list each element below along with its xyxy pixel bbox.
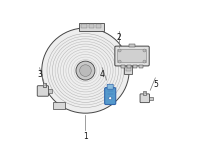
FancyBboxPatch shape bbox=[96, 24, 101, 28]
FancyBboxPatch shape bbox=[143, 91, 146, 95]
Text: 5: 5 bbox=[153, 80, 158, 89]
Text: 1: 1 bbox=[83, 132, 88, 141]
Text: 4: 4 bbox=[100, 70, 105, 79]
FancyBboxPatch shape bbox=[105, 88, 116, 105]
Text: 2: 2 bbox=[117, 34, 121, 42]
FancyBboxPatch shape bbox=[127, 65, 131, 68]
Circle shape bbox=[118, 49, 121, 52]
FancyBboxPatch shape bbox=[126, 66, 131, 71]
FancyBboxPatch shape bbox=[124, 56, 132, 74]
FancyBboxPatch shape bbox=[43, 83, 46, 87]
FancyBboxPatch shape bbox=[89, 24, 94, 28]
FancyBboxPatch shape bbox=[149, 97, 153, 100]
FancyBboxPatch shape bbox=[107, 84, 113, 89]
FancyBboxPatch shape bbox=[53, 102, 65, 109]
Circle shape bbox=[143, 60, 146, 63]
Circle shape bbox=[118, 60, 121, 63]
FancyBboxPatch shape bbox=[81, 24, 87, 28]
FancyBboxPatch shape bbox=[140, 94, 150, 103]
Circle shape bbox=[44, 83, 46, 86]
FancyBboxPatch shape bbox=[115, 46, 149, 66]
FancyBboxPatch shape bbox=[126, 59, 131, 63]
FancyBboxPatch shape bbox=[121, 65, 125, 68]
Circle shape bbox=[80, 65, 91, 76]
FancyBboxPatch shape bbox=[139, 65, 143, 68]
Circle shape bbox=[143, 49, 146, 52]
Circle shape bbox=[109, 97, 112, 100]
FancyBboxPatch shape bbox=[133, 65, 137, 68]
Text: 3: 3 bbox=[37, 70, 42, 79]
FancyBboxPatch shape bbox=[118, 49, 146, 63]
Circle shape bbox=[144, 92, 146, 94]
FancyBboxPatch shape bbox=[129, 44, 135, 47]
Ellipse shape bbox=[42, 28, 129, 113]
FancyBboxPatch shape bbox=[37, 86, 48, 96]
FancyBboxPatch shape bbox=[79, 23, 104, 31]
FancyBboxPatch shape bbox=[48, 89, 52, 93]
Circle shape bbox=[76, 61, 95, 80]
